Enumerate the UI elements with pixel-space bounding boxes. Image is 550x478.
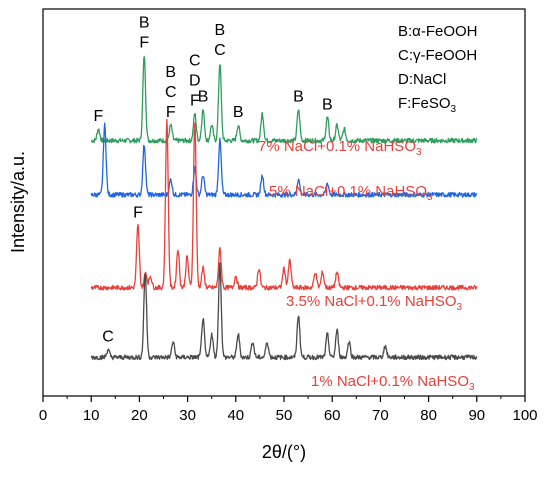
peak-label: B — [215, 22, 226, 39]
x-tick-label: 60 — [324, 407, 341, 424]
x-tick-label: 40 — [227, 407, 244, 424]
legend-item-d: D:NaCl — [398, 71, 446, 88]
peak-label: B — [139, 14, 150, 31]
peak-label: B — [165, 64, 176, 81]
series-label-7pct-main: 7% NaCl+0.1% NaHSO — [258, 138, 416, 155]
peak-label: B — [322, 96, 333, 113]
x-tick-label: 80 — [420, 407, 437, 424]
peak-label: F — [133, 205, 143, 222]
peak-label: C — [165, 84, 177, 101]
legend-item-f-main: F:FeSO — [398, 95, 451, 112]
series-label-5pct-main: 5% NaCl+0.1% NaHSO — [269, 183, 427, 200]
legend-item-f-sub: 3 — [451, 104, 457, 115]
series-line-1 — [90, 56, 478, 144]
peak-label: B — [293, 89, 304, 106]
series-label-1pct-main: 1% NaCl+0.1% NaHSO — [311, 373, 469, 390]
peak-label: F — [94, 108, 104, 125]
legend: B:α-FeOOH C:γ-FeOOH D:NaCl F:FeSO3 — [398, 23, 478, 115]
legend-item-f: F:FeSO3 — [398, 95, 457, 115]
x-axis-label: 2θ/(°) — [262, 442, 306, 462]
peak-label: C — [189, 52, 201, 69]
x-axis: 0 10 20 30 40 50 60 70 80 90 100 — [39, 396, 538, 424]
series-line-4 — [90, 262, 478, 361]
x-tick-label: 90 — [468, 407, 485, 424]
peak-label: F — [166, 104, 176, 121]
peak-label: F — [190, 92, 200, 109]
x-tick-label: 50 — [276, 407, 293, 424]
peak-label: F — [139, 34, 149, 51]
x-tick-label: 0 — [39, 407, 47, 424]
series-labels: 7% NaCl+0.1% NaHSO3 5% NaCl+0.1% NaHSO3 … — [258, 138, 475, 393]
series-label-7pct-sub: 3 — [416, 147, 422, 158]
legend-item-b: B:α-FeOOH — [398, 23, 478, 40]
series-label-5pct-sub: 3 — [427, 192, 433, 203]
legend-item-c: C:γ-FeOOH — [398, 47, 477, 64]
series-line-2 — [90, 122, 477, 198]
series-label-3-5pct-sub: 3 — [457, 302, 463, 313]
peak-label: D — [189, 72, 201, 89]
series-label-1pct: 1% NaCl+0.1% NaHSO3 — [311, 373, 475, 393]
peak-label: B — [233, 104, 244, 121]
x-tick-label: 10 — [83, 407, 100, 424]
x-tick-label: 100 — [512, 407, 537, 424]
series-label-3-5pct: 3.5% NaCl+0.1% NaHSO3 — [286, 293, 463, 313]
y-axis-label: Intensity/a.u. — [8, 151, 28, 253]
peak-label: C — [102, 329, 114, 346]
series-label-5pct: 5% NaCl+0.1% NaHSO3 — [269, 183, 433, 203]
series-label-7pct: 7% NaCl+0.1% NaHSO3 — [258, 138, 422, 158]
series-curves — [90, 56, 478, 361]
x-tick-label: 70 — [372, 407, 389, 424]
plot-frame — [42, 8, 526, 397]
x-tick-label: 30 — [179, 407, 196, 424]
series-label-3-5pct-main: 3.5% NaCl+0.1% NaHSO — [286, 293, 457, 310]
peak-label: C — [214, 42, 226, 59]
series-label-1pct-sub: 3 — [469, 382, 475, 393]
peak-label: B — [198, 89, 209, 106]
x-tick-label: 20 — [131, 407, 148, 424]
series-line-3 — [90, 118, 478, 291]
